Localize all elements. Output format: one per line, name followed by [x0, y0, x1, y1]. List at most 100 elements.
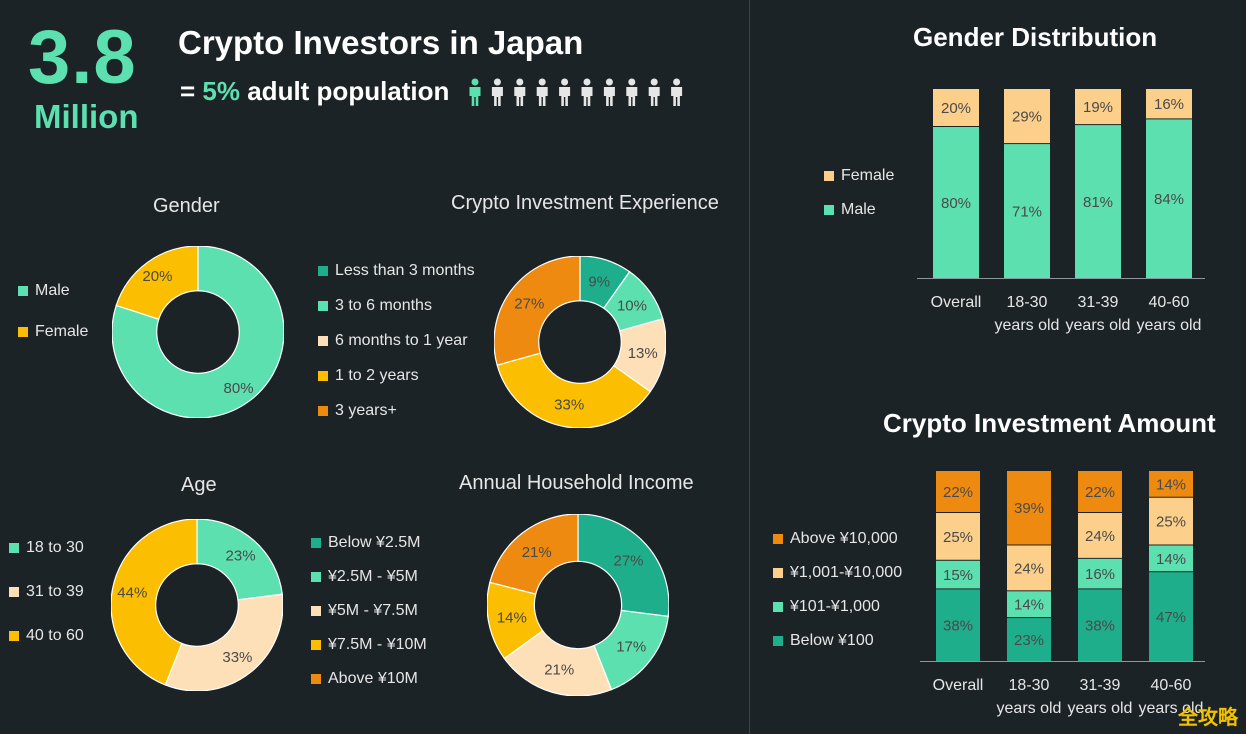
- bar-value-label: 24%: [1085, 528, 1115, 545]
- legend-item-amt-3: Above ¥10,000: [773, 530, 902, 564]
- legend-item-age-1: 31 to 39: [9, 583, 84, 627]
- bar-segment-3-0: [1149, 572, 1193, 661]
- donut-value-label-2: 44%: [117, 585, 147, 602]
- age-donut-chart: 23% 33% 44%: [111, 519, 283, 691]
- bar-value-label: 29%: [1012, 109, 1042, 126]
- donut-value-label-1: 10%: [617, 297, 647, 314]
- bar-value-label: 81%: [1083, 194, 1113, 211]
- people-pictogram: [469, 78, 683, 106]
- legend-item-inc-2: ¥5M - ¥7.5M: [311, 602, 427, 636]
- x-tick-label: 18-30: [1009, 677, 1050, 694]
- income-donut-chart: 27% 17% 21% 14% 21%: [487, 514, 669, 696]
- legend-item-amt-0: Below ¥100: [773, 632, 902, 650]
- donut-value-label-4: 27%: [514, 296, 544, 313]
- donut-value-label-3: 33%: [554, 397, 584, 414]
- bar-segment-3-1: [1146, 89, 1192, 119]
- bar-value-label: 14%: [1156, 476, 1186, 493]
- x-tick-label: 40-60: [1149, 294, 1190, 311]
- bar-segment-1-1: [1007, 591, 1051, 618]
- subtitle-highlight: 5%: [202, 76, 240, 106]
- legend-label-female: Female: [35, 323, 89, 340]
- bar-value-label: 19%: [1083, 99, 1113, 116]
- donut-slice-4: [489, 514, 579, 595]
- bar-value-label: 25%: [943, 529, 973, 546]
- bar-value-label: 16%: [1085, 566, 1115, 583]
- bar-value-label: 84%: [1154, 191, 1184, 208]
- legend-swatch-gd-male: [824, 205, 834, 215]
- legend-swatch-age-2: [9, 631, 19, 641]
- bar-value-label: 15%: [943, 567, 973, 584]
- legend-item-exp-3: 1 to 2 years: [318, 367, 475, 402]
- experience-legend: Less than 3 months 3 to 6 months 6 month…: [318, 262, 475, 437]
- legend-swatch-exp-2: [318, 336, 328, 346]
- x-tick-sublabel: years old: [1066, 317, 1131, 334]
- age-chart-title: Age: [181, 474, 217, 496]
- bar-value-label: 23%: [1014, 632, 1044, 649]
- donut-value-label-0: 80%: [224, 380, 254, 397]
- donut-value-label-0: 27%: [613, 552, 643, 569]
- legend-item-age-2: 40 to 60: [9, 627, 84, 645]
- x-tick-label: Overall: [933, 677, 984, 694]
- bar-segment-3-0: [1146, 119, 1192, 279]
- bar-segment-2-2: [1078, 513, 1122, 558]
- donut-slice-1: [115, 246, 199, 320]
- bar-value-label: 14%: [1156, 551, 1186, 568]
- legend-label-gd-female: Female: [841, 167, 895, 184]
- legend-swatch-age-1: [9, 587, 19, 597]
- legend-label-inc-0: Below ¥2.5M: [328, 534, 421, 551]
- big-number-unit: Million: [34, 98, 139, 135]
- bar-segment-0-3: [936, 471, 980, 513]
- legend-label-amt-2: ¥1,001-¥10,000: [790, 564, 903, 581]
- legend-swatch-age-0: [9, 543, 19, 553]
- x-tick-sublabel: years old: [1068, 700, 1133, 717]
- bar-segment-1-0: [1007, 618, 1051, 661]
- bar-segment-2-1: [1078, 558, 1122, 589]
- legend-swatch-amt-1: [773, 602, 783, 612]
- legend-swatch-male: [18, 286, 28, 296]
- bar-segment-3-1: [1149, 545, 1193, 572]
- legend-label-inc-2: ¥5M - ¥7.5M: [328, 602, 418, 619]
- legend-swatch-gd-female: [824, 171, 834, 181]
- legend-swatch-inc-2: [311, 606, 321, 616]
- person-icon: [626, 78, 638, 106]
- x-tick-label: 18-30: [1007, 294, 1048, 311]
- legend-item-male: Male: [18, 282, 88, 323]
- donut-slice-2: [111, 519, 198, 686]
- investment-amount-legend: Above ¥10,000 ¥1,001-¥10,000 ¥101-¥1,000…: [773, 530, 902, 650]
- legend-label-exp-2: 6 months to 1 year: [335, 332, 468, 349]
- person-icon: [469, 78, 481, 106]
- x-tick-sublabel: years old: [995, 317, 1060, 334]
- bar-value-label: 39%: [1014, 500, 1044, 517]
- legend-swatch-inc-0: [311, 538, 321, 548]
- legend-label-inc-4: Above ¥10M: [328, 670, 418, 687]
- bar-segment-1-0: [1004, 144, 1050, 278]
- watermark: 全攻略: [1178, 707, 1238, 729]
- gender-distribution-title: Gender Distribution: [913, 22, 1158, 52]
- bar-value-label: 14%: [1014, 597, 1044, 614]
- bar-segment-0-2: [936, 513, 980, 560]
- bar-segment-2-0: [1075, 125, 1121, 278]
- x-tick-label: 31-39: [1080, 677, 1121, 694]
- vertical-divider: [749, 0, 750, 734]
- subtitle: = 5% adult population: [180, 76, 449, 107]
- investment-amount-bar-chart: 38% 15% 25% 22% Overall 23% 14% 24% 39% 18-30 year…: [920, 471, 1205, 717]
- x-tick-label: 31-39: [1078, 294, 1119, 311]
- legend-label-age-0: 18 to 30: [26, 539, 84, 556]
- bar-segment-2-3: [1078, 471, 1122, 513]
- legend-swatch-exp-0: [318, 266, 328, 276]
- x-tick-sublabel: years old: [1139, 700, 1204, 717]
- donut-slice-3: [496, 352, 652, 428]
- donut-value-label-2: 13%: [628, 345, 658, 362]
- legend-item-inc-0: Below ¥2.5M: [311, 534, 427, 568]
- donut-slice-4: [494, 256, 581, 366]
- age-legend: 18 to 30 31 to 39 40 to 60: [9, 539, 84, 645]
- legend-label-amt-1: ¥101-¥1,000: [790, 598, 880, 615]
- gender-distribution-bar-chart: 80% 20% Overall 71% 29% 18-30 years old 81% 19% 3…: [917, 89, 1205, 334]
- bar-value-label: 38%: [1085, 618, 1115, 635]
- big-number: 3.8: [28, 15, 137, 100]
- legend-label-inc-3: ¥7.5M - ¥10M: [328, 636, 427, 653]
- donut-value-label-3: 14%: [497, 610, 527, 627]
- legend-item-inc-3: ¥7.5M - ¥10M: [311, 636, 427, 670]
- legend-item-inc-1: ¥2.5M - ¥5M: [311, 568, 427, 602]
- legend-label-exp-3: 1 to 2 years: [335, 367, 419, 384]
